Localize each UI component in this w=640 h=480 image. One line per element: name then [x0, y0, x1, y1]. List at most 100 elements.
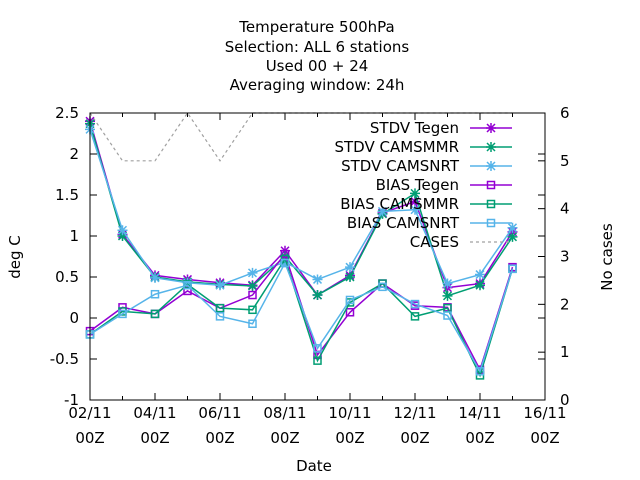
- legend-label: BIAS CAMSNRT: [347, 214, 460, 232]
- series-stdv-camsmmr: [85, 118, 518, 301]
- data-point: [150, 289, 160, 299]
- data-point: [215, 280, 225, 291]
- x-tick-label-hour: 00Z: [75, 429, 104, 447]
- series-bias-camsnrt: [85, 258, 517, 376]
- data-point: [508, 264, 517, 274]
- legend-label: STDV CAMSMMR: [334, 138, 459, 156]
- x-tick-label-hour: 00Z: [530, 429, 559, 447]
- y-tick-label: 1: [69, 227, 79, 245]
- series-line: [89, 261, 514, 374]
- data-point: [475, 269, 485, 280]
- data-point: [475, 367, 485, 376]
- data-point: [313, 356, 322, 365]
- data-point: [182, 277, 193, 288]
- data-point: [345, 308, 355, 317]
- legend-marker: [486, 123, 496, 133]
- legend-marker: [486, 142, 496, 152]
- series-line: [89, 120, 514, 297]
- legend-marker: [486, 199, 496, 209]
- x-tick-label-date: 02/11: [68, 404, 111, 422]
- legend-label: CASES: [410, 233, 459, 251]
- data-point: [443, 311, 452, 320]
- y-tick-label: 2: [69, 145, 79, 163]
- legend-marker: [486, 161, 496, 171]
- y-tick-label: -0.5: [50, 350, 79, 368]
- data-point: [117, 225, 128, 236]
- data-point: [247, 267, 258, 278]
- data-point: [117, 231, 128, 241]
- legend-marker: [486, 180, 496, 190]
- data-point: [248, 305, 257, 315]
- chart-title: Temperature 500hPa Selection: ALL 6 stat…: [225, 18, 410, 94]
- legend-label: BIAS CAMSMMR: [340, 195, 459, 213]
- data-point: [410, 312, 420, 321]
- data-point: [150, 272, 160, 283]
- x-tick-label-hour: 00Z: [205, 429, 234, 447]
- data-point: [442, 290, 453, 301]
- y-axis-label: deg C: [6, 235, 24, 279]
- data-point: [345, 295, 355, 305]
- x-tick-label-date: 16/11: [523, 404, 566, 422]
- x-axis-label: Date: [296, 457, 332, 475]
- x-tick-label-date: 08/11: [263, 404, 306, 422]
- data-point: [507, 231, 518, 242]
- y2-tick-label: 4: [560, 200, 570, 218]
- data-point: [475, 280, 485, 291]
- x-tick-label-hour: 00Z: [140, 429, 169, 447]
- chart-title-line: Used 00 + 24: [266, 57, 369, 75]
- data-point: [313, 344, 322, 353]
- data-point: [280, 249, 290, 259]
- y2-tick-label: 3: [560, 248, 570, 266]
- data-point: [215, 303, 225, 313]
- y2-axis-label: No cases: [598, 223, 616, 291]
- series-layer: [85, 111, 518, 380]
- data-point: [410, 196, 420, 207]
- y-tick-label: 1.5: [55, 186, 79, 204]
- legend-label: BIAS Tegen: [376, 176, 459, 194]
- legend-label: STDV CAMSNRT: [341, 157, 460, 175]
- data-point: [442, 278, 453, 289]
- y-tick-label: 0: [69, 309, 79, 327]
- y-tick-label: 2.5: [55, 104, 79, 122]
- data-point: [312, 290, 323, 301]
- x-tick-label-hour: 00Z: [465, 429, 494, 447]
- data-point: [345, 272, 355, 282]
- data-point: [410, 299, 420, 309]
- x-tick-label-hour: 00Z: [335, 429, 364, 447]
- chart-title-line: Selection: ALL 6 stations: [225, 38, 410, 56]
- series-line: [89, 123, 514, 297]
- y2-tick-label: 2: [560, 295, 570, 313]
- y2-tick-label: 6: [560, 104, 570, 122]
- data-point: [215, 312, 225, 321]
- data-point: [507, 222, 518, 233]
- y2-tick-label: 1: [560, 343, 570, 361]
- data-point: [410, 204, 420, 215]
- series-line: [89, 129, 514, 286]
- data-point: [248, 290, 257, 300]
- legend-label: STDV Tegen: [370, 119, 459, 137]
- data-point: [280, 258, 290, 268]
- data-point: [377, 206, 388, 217]
- axis-ticks: 2.5 2 1.5 1 0.5 0 -0.5 -1 6 5 4 3 2 1 0 02/11 00Z 04/11 00…: [50, 104, 570, 447]
- y-tick-label: 0.5: [55, 268, 79, 286]
- plot-frame: [89, 112, 546, 401]
- x-tick-label-date: 14/11: [458, 404, 501, 422]
- data-point: [378, 282, 387, 292]
- data-point: [247, 281, 258, 292]
- x-tick-label-date: 10/11: [328, 404, 371, 422]
- data-point: [312, 274, 323, 285]
- x-tick-label-date: 12/11: [393, 404, 436, 422]
- data-point: [118, 309, 127, 319]
- data-point: [410, 188, 420, 199]
- data-point: [280, 251, 290, 262]
- y2-tick-label: 0: [560, 391, 570, 409]
- legend-marker: [486, 218, 496, 228]
- x-tick-label-hour: 00Z: [270, 429, 299, 447]
- x-tick-label-hour: 00Z: [400, 429, 429, 447]
- data-point: [150, 309, 160, 319]
- x-tick-label-date: 06/11: [198, 404, 241, 422]
- chart-title-line: Temperature 500hPa: [238, 18, 395, 36]
